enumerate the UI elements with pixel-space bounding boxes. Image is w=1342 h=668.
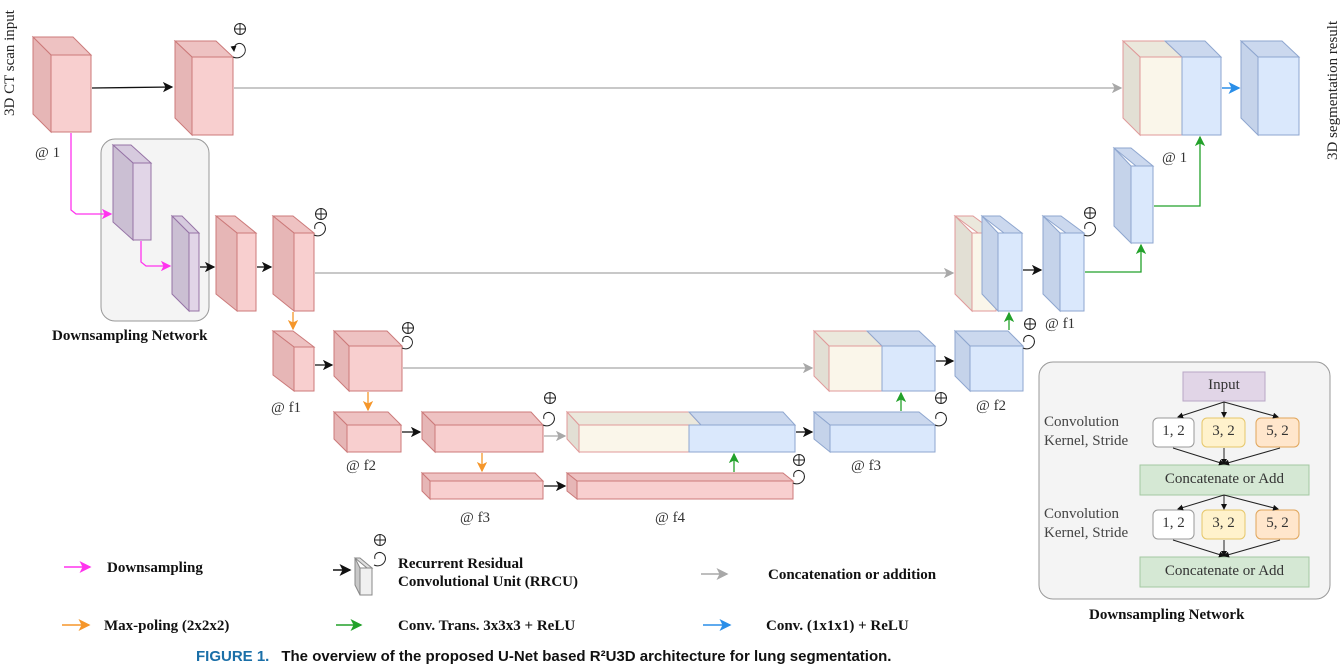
downsampling-group-label: Downsampling Network (52, 328, 208, 344)
dec2-rrcu-cube (953, 329, 1025, 393)
bottleneck-cube (565, 471, 795, 501)
inset-conv-label-line1: Convolution (1044, 414, 1120, 430)
enc3-cube-b (420, 410, 545, 454)
kernel-label: 1, 2 (1162, 515, 1185, 531)
input-cube (31, 35, 93, 134)
downsampling-cube-1 (111, 143, 153, 242)
legend-conv1x1: Conv. (1x1x1) + ReLU (766, 618, 909, 634)
enc1-cube-a (214, 214, 258, 313)
legend-maxpool: Max-poling (2x2x2) (104, 618, 230, 634)
recurrent-loop-icons (230, 23, 1096, 567)
enc4-cube (420, 471, 545, 501)
figure-caption: FIGURE 1. The overview of the proposed U-… (196, 648, 891, 665)
level-label: @ f3 (851, 458, 882, 474)
inset-conv-label: Convolution Kernel, Stride (1044, 413, 1128, 451)
enc3-cube-a (332, 410, 403, 454)
dec0-concat-cube (1121, 39, 1223, 137)
legend-downsampling: Downsampling (107, 560, 203, 576)
kernel-label: 5, 2 (1266, 423, 1289, 439)
figure-number: FIGURE 1. (196, 648, 270, 665)
inset-conv-label-line2: Kernel, Stride (1044, 433, 1129, 449)
inset-conv-label-line2: Kernel, Stride (1044, 525, 1129, 541)
level0-rrcu-cube (173, 39, 235, 137)
legend-conv-trans: Conv. Trans. 3x3x3 + ReLU (398, 618, 576, 634)
kernel-label: 5, 2 (1266, 515, 1289, 531)
downsampling-arrow-2 (140, 241, 172, 272)
input-label: 3D CT scan input (2, 10, 18, 116)
level-label: @ f2 (346, 458, 377, 474)
dec1-concat-cube (953, 214, 1024, 313)
dec1-rrcu-cube (1041, 214, 1086, 313)
enc1-cube-b (271, 214, 316, 313)
enc2-cube-a (271, 329, 316, 393)
level-label: @ f4 (655, 510, 686, 526)
legend-rrcu-cube-icon (353, 557, 374, 596)
dec3-concat-cube (565, 410, 797, 454)
output-label: 3D segmentation result (1325, 20, 1341, 160)
enc2-cube-b (332, 329, 404, 393)
inset-merge-box (1139, 464, 1310, 496)
downsampling-arrow-1 (70, 133, 113, 220)
level-label: @ f1 (1045, 316, 1076, 332)
inset-input-label: Input (1208, 377, 1240, 393)
legend-rrcu-line1: Recurrent Residual (398, 556, 524, 572)
dec3-rrcu-cube (812, 410, 937, 454)
level-label: @ f1 (271, 400, 302, 416)
merge-label: Concatenate or Add (1164, 563, 1285, 579)
legend-rrcu-line2: Convolutional Unit (RRCU) (398, 574, 579, 590)
inset-kernel-box (1152, 509, 1195, 540)
inset-conv-label-line1: Convolution (1044, 506, 1120, 522)
legend-concat: Concatenation or addition (768, 567, 937, 583)
kernel-label: 1, 2 (1162, 423, 1185, 439)
dec1-upsample-cube (1112, 146, 1155, 245)
legend-rrcu: Recurrent Residual Convolutional Unit (R… (398, 555, 578, 591)
level-label: @ 1 (35, 145, 61, 161)
level-label: @ f2 (976, 398, 1007, 414)
inset-title: Downsampling Network (1089, 607, 1245, 623)
inset-kernel-box (1201, 417, 1246, 448)
output-cube (1239, 39, 1301, 137)
dec2-concat-cube (812, 329, 937, 393)
downsampling-cube-2 (170, 214, 201, 313)
inset-merge-box (1139, 556, 1310, 588)
level-label: @ 1 (1162, 150, 1188, 166)
inset-conv-label: Convolution Kernel, Stride (1044, 505, 1128, 543)
kernel-label: 3, 2 (1212, 515, 1235, 531)
inset-input-box (1182, 371, 1266, 402)
inset-kernel-box (1201, 509, 1246, 540)
caption-text: The overview of the proposed U-Net based… (281, 648, 892, 665)
arrow-input-to-rrcu (91, 81, 174, 93)
kernel-label: 3, 2 (1212, 423, 1235, 439)
inset-kernel-box (1152, 417, 1195, 448)
merge-label: Concatenate or Add (1164, 471, 1285, 487)
level-label: @ f3 (460, 510, 491, 526)
